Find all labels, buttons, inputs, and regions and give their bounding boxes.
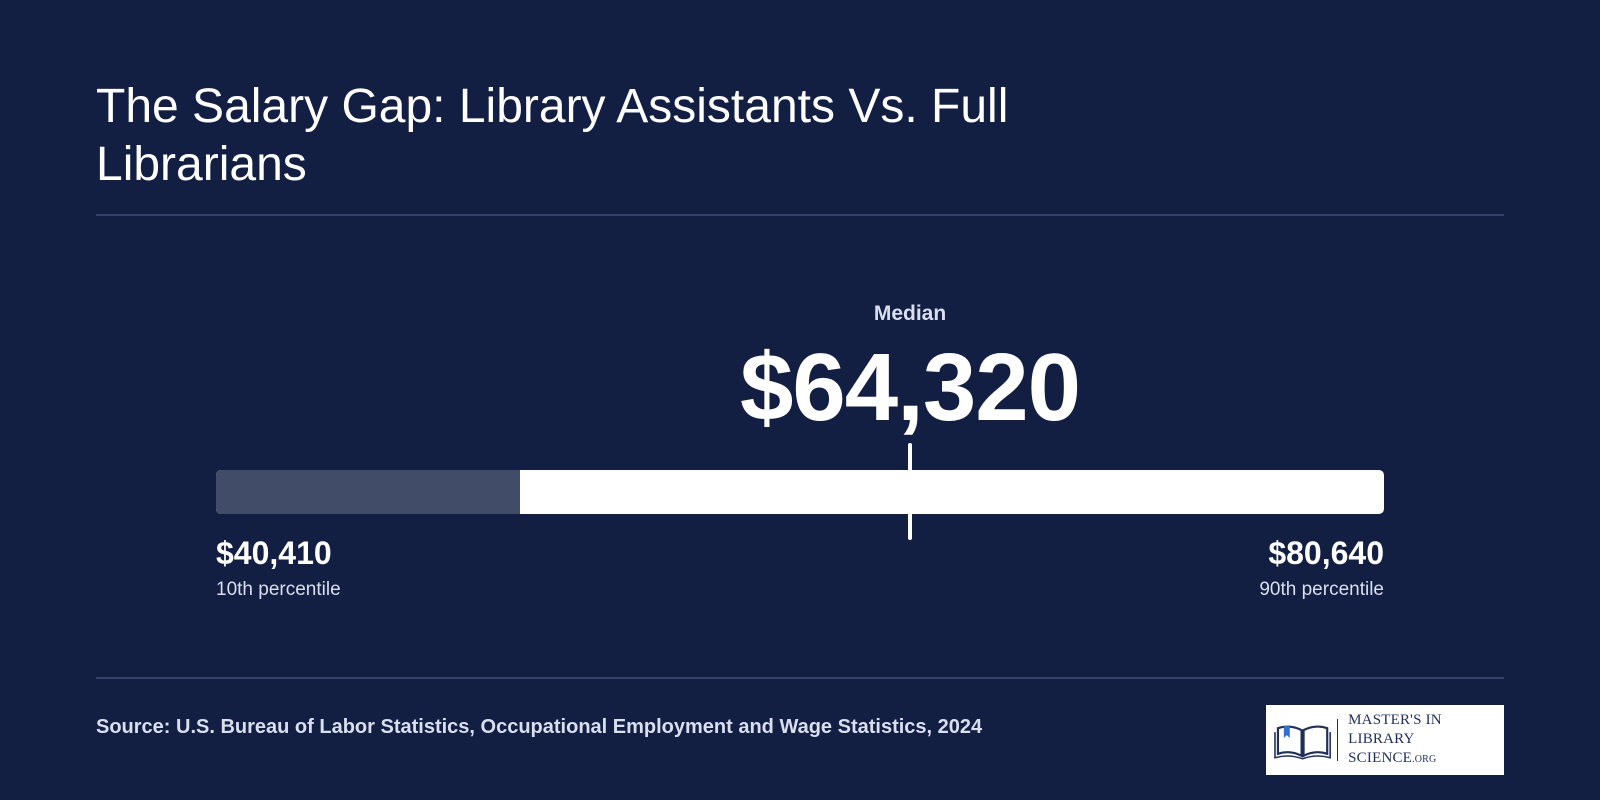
- median-marker: [908, 443, 913, 540]
- logo-line-2-suffix: .ORG: [1412, 754, 1437, 765]
- median-label: Median: [873, 302, 947, 325]
- site-logo: MASTER'S IN LIBRARY SCIENCE.ORG: [1266, 705, 1504, 775]
- open-book-icon: [1274, 725, 1331, 760]
- min-label: 10th percentile: [216, 579, 341, 600]
- page-title: The Salary Gap: Library Assistants Vs. F…: [96, 80, 1009, 191]
- top-divider: [96, 214, 1504, 216]
- source-note: Source: U.S. Bureau of Labor Statistics,…: [96, 716, 983, 738]
- bottom-divider: [96, 677, 1504, 679]
- logo-text: MASTER'S IN LIBRARY SCIENCE.ORG: [1348, 711, 1504, 769]
- salary-range-bar: [216, 470, 1384, 514]
- max-value: $80,640: [1268, 535, 1384, 571]
- logo-divider: [1337, 719, 1339, 761]
- low-range-segment: [216, 470, 520, 514]
- logo-line-2: LIBRARY SCIENCE.ORG: [1348, 730, 1504, 769]
- median-value: $64,320: [739, 334, 1081, 441]
- max-label: 90th percentile: [1259, 579, 1384, 600]
- min-value: $40,410: [216, 535, 332, 571]
- logo-line-1: MASTER'S IN: [1348, 712, 1442, 728]
- logo-line-2-main: LIBRARY SCIENCE: [1348, 731, 1414, 766]
